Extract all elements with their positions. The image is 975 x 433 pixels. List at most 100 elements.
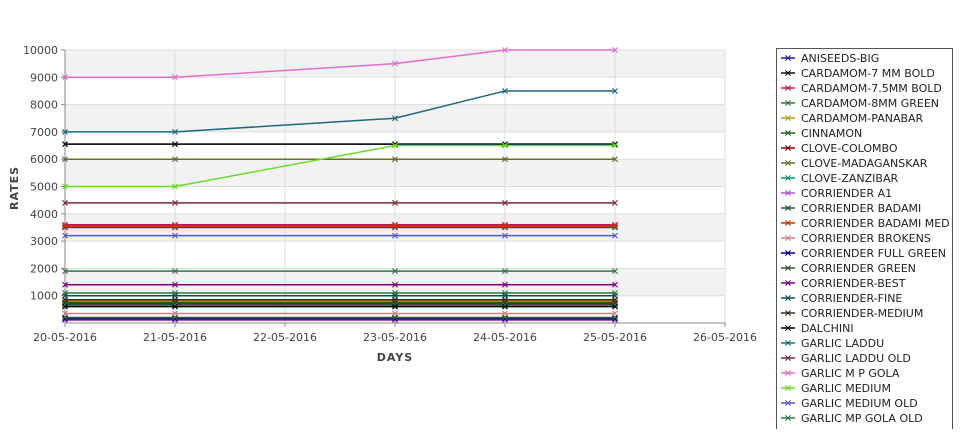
legend-label: CLOVE-ZANZIBAR (801, 172, 898, 185)
data-point (502, 268, 508, 275)
legend-marker (785, 115, 791, 121)
legend-label: CARDAMOM-7.5MM BOLD (801, 82, 942, 95)
data-point (62, 74, 68, 81)
data-point (502, 303, 508, 310)
legend-item-garlic-laddu: GARLIC LADDU (781, 337, 884, 350)
y-tick-label: 6000 (30, 153, 58, 166)
data-point (172, 303, 178, 310)
data-point (172, 128, 178, 135)
data-point (172, 296, 178, 303)
data-point (392, 223, 398, 230)
data-point (172, 183, 178, 190)
data-point (502, 156, 508, 163)
legend-marker (785, 295, 791, 301)
y-tick-label: 1000 (30, 290, 58, 303)
data-point (612, 296, 618, 303)
legend-item-garlic-medium: GARLIC MEDIUM (781, 382, 891, 395)
legend-item-corriender-fine: CORRIENDER-FINE (781, 292, 902, 305)
series-garlic-laddu-old (62, 199, 618, 206)
legend-item-corriender-medium: CORRIENDER-MEDIUM (781, 307, 923, 320)
data-point (172, 268, 178, 275)
data-point (502, 232, 508, 239)
data-point (502, 314, 508, 321)
y-tick-label: 10000 (23, 44, 58, 57)
legend-marker (785, 340, 791, 346)
legend-label: CARDAMOM-PANABAR (801, 112, 924, 125)
legend-label: ANISEEDS-BIG (801, 52, 879, 65)
y-tick-label: 7000 (30, 126, 58, 139)
data-point (172, 314, 178, 321)
legend-item-aniseeds-big: ANISEEDS-BIG (781, 52, 879, 65)
legend-marker (785, 190, 791, 196)
x-tick-label: 22-05-2016 (253, 331, 317, 344)
legend-marker (785, 160, 791, 166)
legend-item-dalchini: DALCHINI (781, 322, 854, 335)
series-corriender-best (62, 281, 618, 288)
y-tick-label: 5000 (30, 181, 58, 194)
legend-item-corriender-badami-med: CORRIENDER BADAMI MED (781, 217, 950, 230)
legend: ANISEEDS-BIG CARDAMOM-7 MM BOLD CARDAMOM-7… (776, 48, 953, 432)
data-point (392, 281, 398, 288)
legend-item-garlic-m-p-gola: GARLIC M P GOLA (781, 367, 900, 380)
legend-box (776, 48, 953, 432)
series-corriender-medium (62, 296, 618, 303)
data-point (392, 60, 398, 67)
data-point (62, 199, 68, 206)
legend-item-cardamom-7-5mm-bold: CARDAMOM-7.5MM BOLD (781, 82, 942, 95)
legend-label: CORRIENDER-FINE (801, 292, 902, 305)
legend-marker (785, 415, 791, 421)
data-point (172, 223, 178, 230)
series-garlic-laddu (62, 87, 618, 135)
legend-marker (785, 130, 791, 136)
series-dalchini (62, 303, 618, 310)
x-tick-label: 20-05-2016 (33, 331, 97, 344)
data-point (62, 128, 68, 135)
legend-label: CARDAMOM-7 MM BOLD (801, 67, 935, 80)
data-point (62, 223, 68, 230)
legend-item-garlic-medium-old: GARLIC MEDIUM OLD (781, 397, 918, 410)
data-point (62, 232, 68, 239)
y-tick-label: 9000 (30, 71, 58, 84)
series-corriender-brokens (62, 310, 618, 317)
y-tick-label: 2000 (30, 262, 58, 275)
legend-label: CARDAMOM-8MM GREEN (801, 97, 939, 110)
data-point (392, 268, 398, 275)
legend-item-garlic-mp-gola-old: GARLIC MP GOLA OLD (781, 412, 923, 425)
data-point (502, 87, 508, 94)
data-point (612, 142, 618, 149)
legend-label: CINNAMON (801, 127, 862, 140)
data-point (172, 141, 178, 148)
legend-label: CORRIENDER BADAMI (801, 202, 921, 215)
legend-marker (785, 265, 791, 271)
legend-item-cardamom-7-mm-bold: CARDAMOM-7 MM BOLD (781, 67, 935, 80)
data-point (62, 183, 68, 190)
legend-label: CORRIENDER FULL GREEN (801, 247, 946, 260)
data-point (62, 296, 68, 303)
series-garlic-medium-old (62, 232, 618, 239)
x-tick-label: 21-05-2016 (143, 331, 207, 344)
legend-marker (785, 55, 791, 61)
series-corriender-full-green (62, 315, 618, 322)
x-tick-label: 24-05-2016 (473, 331, 537, 344)
legend-marker (785, 220, 791, 226)
series-garlic-medium (62, 142, 618, 190)
legend-label: CORRIENDER BROKENS (801, 232, 931, 245)
legend-item-cardamom-panabar: CARDAMOM-PANABAR (781, 112, 924, 125)
legend-marker (785, 370, 791, 376)
legend-marker (785, 205, 791, 211)
legend-item-clove-zanzibar: CLOVE-ZANZIBAR (781, 172, 898, 185)
series-garlic-mp-gola-old (62, 268, 618, 275)
legend-marker (785, 355, 791, 361)
data-point (612, 223, 618, 230)
legend-item-corriender-a1: CORRIENDER A1 (781, 187, 892, 200)
data-point (172, 74, 178, 81)
data-point (172, 199, 178, 206)
legend-item-corriender-green: CORRIENDER GREEN (781, 262, 916, 275)
data-point (502, 47, 508, 53)
legend-marker (785, 85, 791, 91)
x-tick-label: 26-05-2016 (693, 331, 757, 344)
data-point (612, 156, 618, 163)
legend-label: GARLIC M P GOLA (801, 367, 900, 380)
data-point (502, 223, 508, 230)
